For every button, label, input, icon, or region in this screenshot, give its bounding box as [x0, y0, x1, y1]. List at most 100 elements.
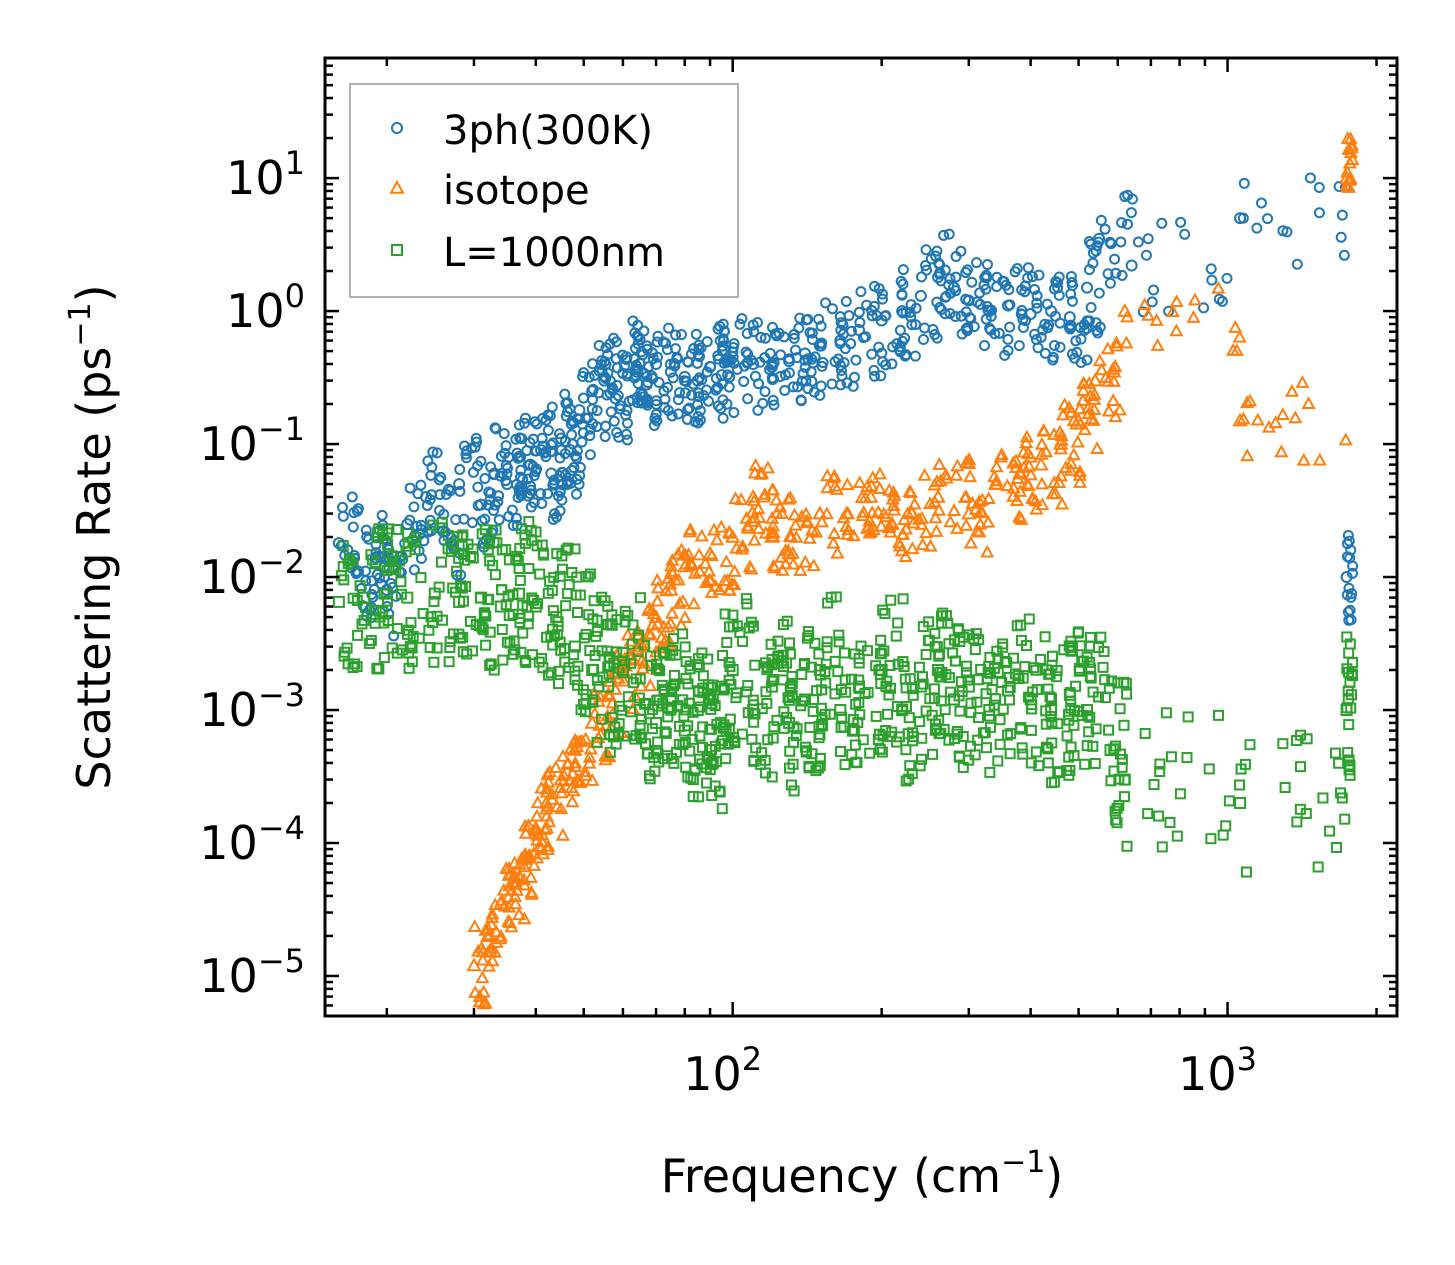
- cloud-point: [1112, 402, 1127, 416]
- cloud-point: [680, 656, 692, 668]
- cloud-point: [950, 285, 962, 297]
- y-tick-label: 100: [226, 277, 305, 338]
- cloud-point: [853, 306, 865, 318]
- cloud-point: [835, 746, 847, 758]
- cloud-point: [571, 607, 583, 619]
- cloud-point: [1277, 738, 1289, 750]
- data-point-0: [437, 525, 450, 538]
- cloud-point: [1344, 140, 1359, 154]
- cloud-point: [722, 582, 737, 596]
- cloud-point: [1142, 808, 1154, 820]
- cloud-point: [1340, 131, 1355, 144]
- data-point-0: [853, 324, 866, 337]
- cloud-point: [793, 563, 808, 576]
- cloud-point: [689, 764, 701, 776]
- cloud-point: [679, 387, 691, 399]
- cloud-point: [470, 943, 486, 957]
- cloud-point: [1019, 435, 1034, 449]
- data-point-2: [726, 663, 739, 676]
- cloud-point: [876, 648, 888, 660]
- cloud-point: [679, 737, 691, 749]
- cloud-point: [611, 646, 623, 658]
- cloud-point: [1094, 362, 1109, 376]
- cloud-point: [1118, 719, 1130, 731]
- cloud-point: [1118, 791, 1130, 803]
- cloud-point: [683, 402, 695, 414]
- cloud-point: [650, 580, 666, 594]
- data-point-2: [1340, 704, 1353, 717]
- cloud-point: [499, 447, 511, 459]
- cloud-point: [772, 635, 784, 647]
- data-point-1: [505, 874, 521, 889]
- cloud-point: [1068, 719, 1080, 731]
- cloud-point: [972, 734, 984, 746]
- cloud-point: [680, 672, 692, 684]
- data-point-0: [598, 374, 611, 387]
- cloud-point: [1313, 182, 1325, 194]
- cloud-point: [833, 636, 845, 648]
- data-point-0: [834, 334, 847, 347]
- cloud-point: [618, 730, 630, 742]
- cloud-point: [602, 348, 614, 360]
- y-tick-label: 10−2: [199, 543, 305, 604]
- cloud-point: [405, 617, 417, 629]
- cloud-point: [864, 747, 876, 759]
- cloud-point: [480, 639, 492, 651]
- cloud-point: [1313, 207, 1325, 219]
- cloud-point: [1339, 813, 1351, 825]
- data-point-1: [904, 505, 920, 520]
- cloud-point: [774, 370, 786, 382]
- cloud-point: [980, 544, 995, 558]
- data-point-2: [1024, 693, 1037, 706]
- cloud-point: [604, 746, 616, 758]
- cloud-point: [1344, 676, 1356, 688]
- cloud-point: [1175, 216, 1187, 228]
- cloud-point: [641, 370, 653, 382]
- cloud-point: [404, 640, 416, 652]
- cloud-point: [568, 462, 580, 474]
- cloud-point: [950, 458, 965, 472]
- cloud-point: [1023, 467, 1038, 481]
- cloud-point: [788, 785, 800, 797]
- cloud-point: [850, 354, 862, 366]
- cloud-point: [826, 378, 838, 390]
- data-point-2: [634, 704, 647, 717]
- cloud-point: [425, 611, 437, 623]
- cloud-point: [724, 713, 736, 725]
- cloud-point: [1081, 354, 1093, 366]
- cloud-point: [786, 670, 798, 682]
- cloud-point: [717, 573, 732, 587]
- cloud-point: [914, 716, 926, 728]
- cloud-point: [981, 491, 996, 505]
- cloud-point: [971, 696, 983, 708]
- cloud-point: [869, 370, 881, 382]
- cloud-point: [767, 373, 779, 385]
- cloud-point: [1345, 614, 1357, 626]
- y-tick-label: 10−5: [199, 942, 305, 1003]
- cloud-point: [1030, 746, 1042, 758]
- cloud-point: [468, 985, 483, 998]
- cloud-point: [476, 984, 491, 998]
- cloud-point: [944, 308, 956, 320]
- data-point-1: [677, 558, 693, 573]
- cloud-point: [1008, 453, 1024, 467]
- cloud-point: [959, 518, 974, 531]
- data-point-0: [1340, 571, 1353, 584]
- cloud-point: [752, 510, 767, 524]
- cloud-point: [712, 582, 727, 596]
- cloud-point: [846, 528, 861, 542]
- cloud-point: [681, 547, 696, 560]
- cloud-point: [1101, 373, 1116, 387]
- cloud-point: [994, 714, 1006, 726]
- cloud-point: [885, 682, 897, 694]
- cloud-point: [882, 708, 894, 720]
- cloud-point: [797, 695, 809, 707]
- cloud-point: [953, 751, 965, 763]
- cloud-point: [702, 395, 714, 407]
- cloud-point: [1174, 788, 1186, 800]
- cloud-point: [667, 680, 679, 692]
- cloud-point: [651, 351, 663, 363]
- cloud-point: [693, 372, 705, 384]
- data-point-2: [358, 591, 371, 604]
- cloud-point: [1240, 395, 1255, 409]
